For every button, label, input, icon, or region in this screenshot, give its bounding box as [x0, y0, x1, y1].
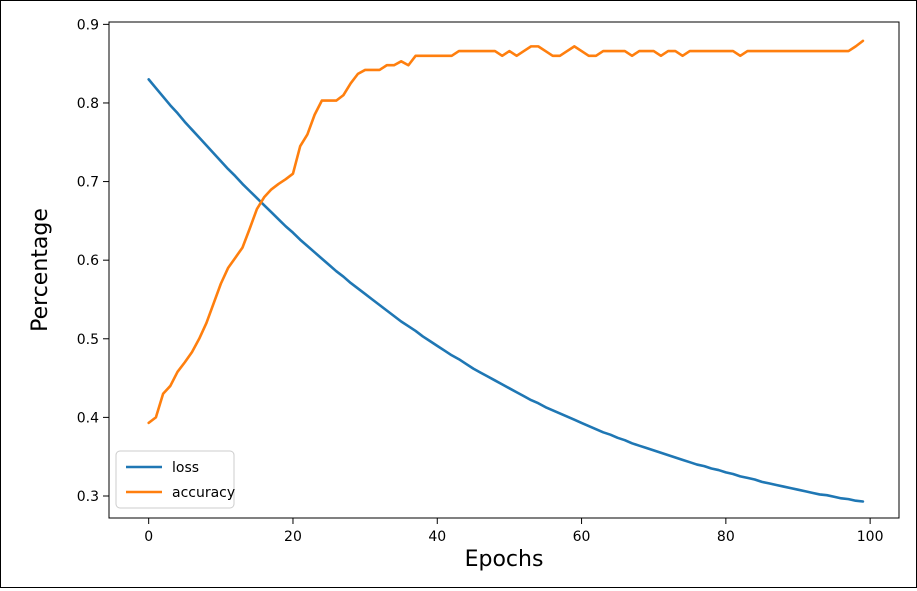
legend: loss accuracy [116, 451, 235, 508]
y-tick-label: 0.6 [77, 253, 99, 269]
series-line-accuracy [149, 41, 863, 423]
legend-label-loss: loss [172, 460, 199, 476]
x-axis-title: Epochs [465, 547, 544, 572]
y-tick-label: 0.3 [77, 489, 99, 505]
y-axis: 0.3 0.4 0.5 0.6 0.7 0.8 0.9 [77, 17, 109, 505]
series-lines [149, 41, 863, 502]
y-tick-label: 0.5 [77, 332, 99, 348]
y-tick-label: 0.4 [77, 410, 99, 426]
y-tick-label: 0.8 [77, 96, 99, 112]
y-axis-title: Percentage [28, 208, 53, 332]
x-tick-label: 60 [573, 529, 591, 545]
x-tick-label: 0 [144, 529, 153, 545]
legend-label-accuracy: accuracy [172, 485, 235, 501]
y-tick-label: 0.7 [77, 175, 99, 191]
x-tick-label: 80 [717, 529, 735, 545]
y-tick-label: 0.9 [77, 17, 99, 33]
series-line-loss [149, 79, 863, 501]
x-tick-label: 40 [428, 529, 446, 545]
x-tick-label: 20 [284, 529, 302, 545]
x-tick-label: 100 [857, 529, 884, 545]
x-axis: 0 20 40 60 80 100 [144, 518, 883, 545]
